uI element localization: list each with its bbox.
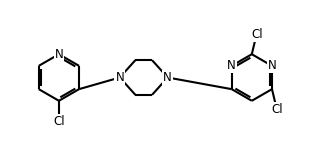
Text: Cl: Cl [251, 28, 263, 41]
Text: N: N [163, 71, 172, 84]
Text: N: N [54, 48, 63, 61]
Text: N: N [227, 59, 236, 72]
Text: Cl: Cl [53, 115, 65, 128]
Text: N: N [115, 71, 124, 84]
Text: N: N [268, 59, 276, 72]
Text: Cl: Cl [271, 103, 283, 116]
